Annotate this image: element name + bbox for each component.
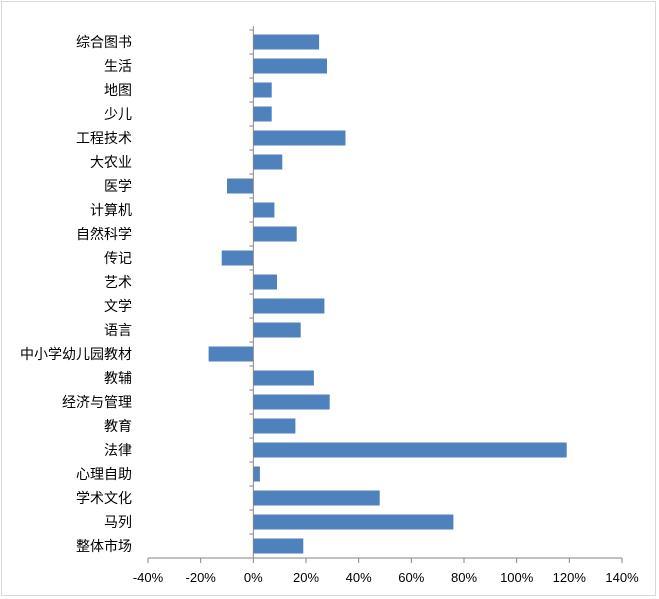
x-tick-label: 60%: [398, 570, 424, 585]
x-tick-label: -20%: [186, 570, 217, 585]
x-tick-label: -40%: [133, 570, 164, 585]
bar-9: [253, 226, 297, 242]
bar-18: [253, 442, 567, 458]
category-label: 综合图书: [76, 35, 132, 51]
category-label: 心理自助: [76, 467, 132, 483]
bar-2: [253, 58, 327, 74]
bar-13: [253, 322, 301, 338]
category-label: 学术文化: [76, 491, 132, 507]
bars-group: [208, 34, 567, 554]
bar-20: [253, 490, 380, 506]
bar-8: [253, 202, 275, 218]
category-label: 文学: [104, 299, 132, 315]
category-label: 生活: [104, 59, 132, 75]
x-tick-label: 120%: [553, 570, 587, 585]
category-label: 教辅: [104, 371, 132, 387]
category-label: 中小学幼儿园教材: [20, 347, 132, 363]
category-label: 法律: [104, 443, 132, 459]
bar-14: [208, 346, 254, 362]
category-label: 自然科学: [76, 226, 132, 243]
labels-group: 综合图书生活地图少儿工程技术大农业医学计算机自然科学传记艺术文学语言中小学幼儿园…: [20, 35, 639, 585]
bar-10: [221, 250, 254, 266]
category-label: 工程技术: [76, 131, 132, 147]
bar-7: [227, 178, 254, 194]
category-label: 计算机: [90, 203, 132, 219]
category-label: 少儿: [104, 107, 132, 123]
bar-19: [253, 466, 260, 482]
bar-1: [253, 34, 320, 50]
category-label: 传记: [104, 251, 132, 267]
category-label: 语言: [104, 323, 132, 339]
bar-12: [253, 298, 325, 314]
bar-17: [253, 418, 296, 434]
category-label: 地图: [104, 83, 132, 99]
x-tick-label: 100%: [500, 570, 534, 585]
x-tick-label: 80%: [451, 570, 477, 585]
bar-21: [253, 514, 454, 530]
x-tick-label: 40%: [346, 570, 372, 585]
category-label: 大农业: [90, 155, 132, 171]
category-label: 整体市场: [76, 538, 132, 555]
category-label: 教育: [104, 419, 132, 435]
category-label: 艺术: [104, 275, 132, 291]
x-tick-label: 20%: [293, 570, 319, 585]
bar-16: [253, 394, 330, 410]
bar-22: [253, 538, 304, 554]
bar-3: [253, 82, 272, 98]
axes-group: [147, 26, 623, 563]
x-tick-label: 0%: [244, 570, 263, 585]
bar-4: [253, 106, 272, 122]
bar-11: [253, 274, 277, 290]
bar-6: [253, 154, 283, 170]
bar-15: [253, 370, 314, 386]
category-label: 经济与管理: [62, 395, 132, 411]
bar-5: [253, 130, 346, 146]
category-label: 马列: [104, 515, 132, 531]
category-label: 医学: [104, 179, 132, 195]
x-tick-label: 140%: [605, 570, 639, 585]
